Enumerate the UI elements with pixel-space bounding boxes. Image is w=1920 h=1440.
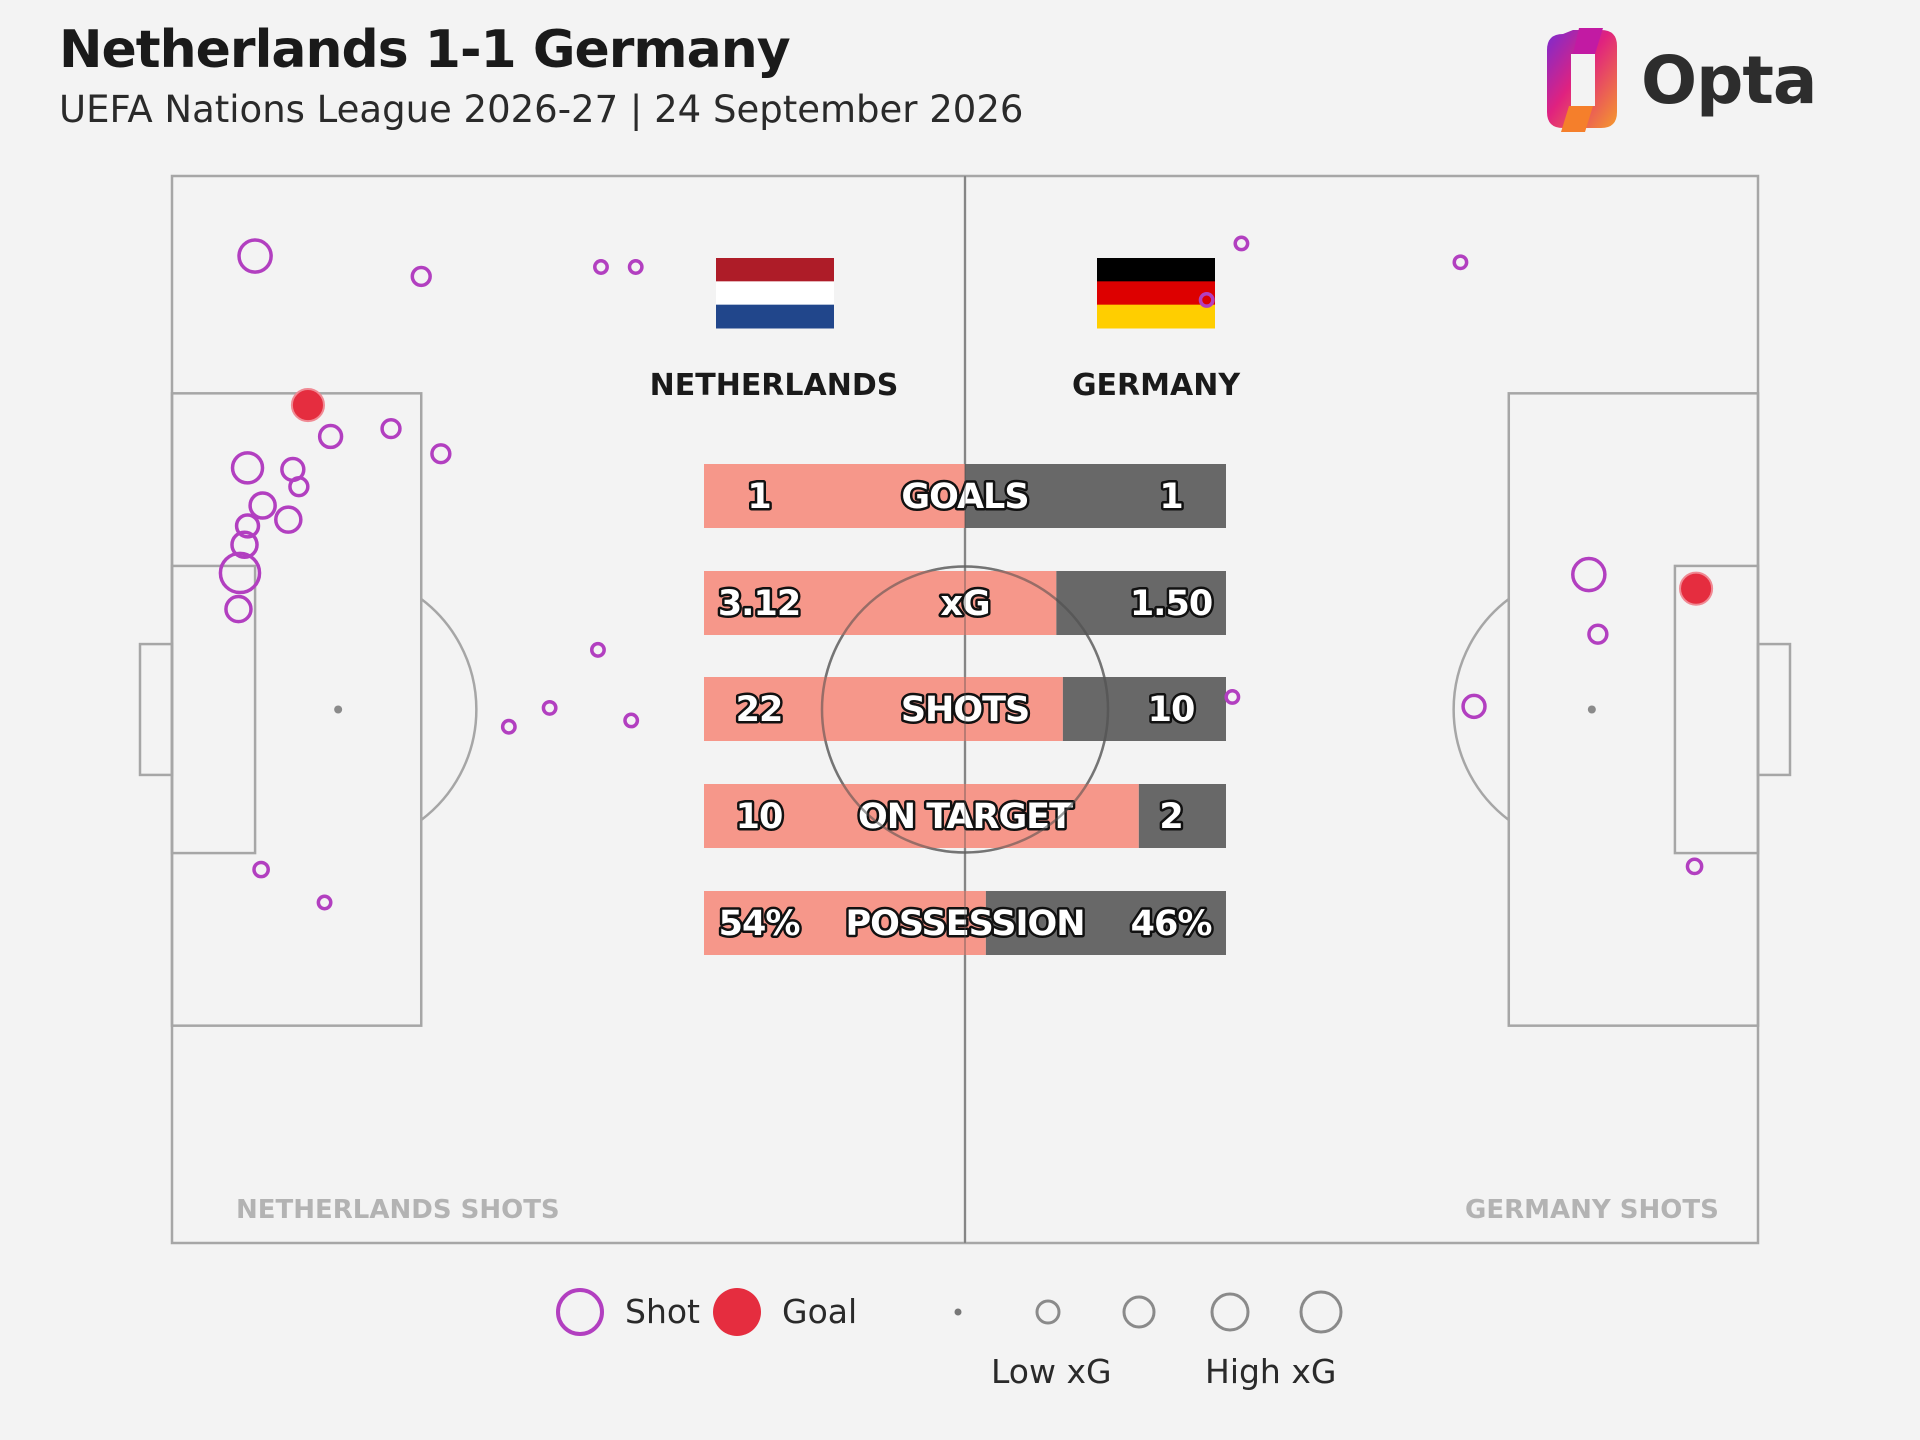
stat-bar-home-3 (704, 784, 1139, 848)
netherlands-shot-10 (288, 476, 310, 498)
netherlands-flag-stripe-3 (716, 304, 834, 329)
legend-size-1 (1035, 1299, 1061, 1325)
netherlands-shot-0 (237, 238, 273, 274)
stat-away-value-1: 1.50 (1130, 584, 1212, 624)
stat-home-value-2: 22 (736, 690, 783, 730)
netherlands-shot-21 (252, 860, 270, 879)
netherlands-shot-20 (541, 699, 558, 716)
germany-shot-1 (1198, 292, 1215, 308)
germany-shot-7 (1461, 693, 1487, 720)
opta-logo-text: Opta (1641, 42, 1817, 119)
stat-bar-home-1 (704, 571, 1057, 635)
stat-label-0: GOALS (901, 477, 1028, 517)
right-penalty-spot (1587, 705, 1596, 714)
netherlands-flag-stripe-2 (716, 281, 834, 306)
netherlands-shot-8 (230, 451, 265, 485)
left-six-yard-box (170, 564, 257, 855)
germany-goal-4 (1679, 571, 1714, 606)
netherlands-shot-11 (248, 491, 277, 520)
netherlands-shot-12 (274, 505, 303, 534)
stat-bar-away-4 (985, 891, 1226, 955)
stat-bar-away-2 (1062, 677, 1226, 741)
right-six-yard-box (1673, 564, 1760, 855)
legend-size-xs (954, 1308, 962, 1316)
netherlands-shot-2 (593, 259, 609, 275)
germany-shot-3 (1571, 556, 1607, 593)
stat-away-value-3: 2 (1159, 797, 1182, 837)
germany-shot-5 (1587, 623, 1609, 645)
stat-label-4: POSSESSION (845, 904, 1084, 944)
netherlands-shot-17 (590, 641, 606, 658)
stat-away-value-0: 1 (1159, 477, 1182, 517)
stat-bar-home-2 (704, 677, 1063, 741)
opta-logo-icon (1547, 28, 1617, 132)
left-goal (138, 642, 174, 777)
away-shots-label: GERMANY SHOTS (1465, 1195, 1719, 1225)
legend-high-xg-label: High xG (1205, 1352, 1337, 1391)
legend-size-3 (1210, 1292, 1250, 1332)
germany-shot-0 (1233, 235, 1250, 252)
stat-bar-home-0 (704, 464, 965, 528)
centre-circle-overlay (820, 565, 1110, 854)
netherlands-goal-4 (290, 388, 325, 423)
home-team-name: NETHERLANDS (649, 368, 899, 403)
germany-flag-stripe-3 (1097, 304, 1215, 329)
legend-shot-label: Shot (625, 1292, 700, 1331)
left-penalty-arc (420, 598, 478, 821)
left-penalty-area (170, 392, 423, 1027)
right-penalty-area (1507, 392, 1760, 1027)
opta-logo: Opta (1533, 28, 1817, 132)
netherlands-shot-5 (317, 423, 344, 450)
right-goal (1756, 642, 1792, 777)
left-penalty-spot (334, 705, 343, 714)
stat-bar-away-0 (965, 464, 1226, 528)
netherlands-shot-13 (234, 513, 261, 539)
germany-flag-stripe-2 (1097, 281, 1215, 306)
netherlands-shot-22 (316, 894, 333, 911)
stat-home-value-3: 10 (736, 797, 783, 837)
netherlands-shot-15 (218, 551, 262, 595)
legend-goal-marker (713, 1288, 761, 1336)
legend-size-4 (1299, 1290, 1343, 1334)
right-penalty-arc (1452, 598, 1510, 821)
stat-home-value-4: 54% (719, 904, 800, 944)
netherlands-shot-16 (224, 594, 253, 624)
stat-label-2: SHOTS (901, 690, 1029, 730)
legend-size-2 (1122, 1295, 1156, 1329)
legend-shot-marker (556, 1288, 604, 1336)
away-team-name: GERMANY (1071, 368, 1241, 403)
stat-away-value-4: 46% (1131, 904, 1212, 944)
netherlands-shot-19 (623, 712, 640, 729)
netherlands-shot-7 (430, 443, 452, 465)
netherlands-shot-14 (230, 530, 259, 560)
legend-low-xg-label: Low xG (991, 1352, 1112, 1391)
legend-goal-label: Goal (782, 1292, 858, 1331)
germany-shot-6 (1224, 688, 1241, 705)
netherlands-shot-6 (380, 417, 402, 440)
stat-home-value-1: 3.12 (718, 584, 800, 624)
stat-bar-away-3 (1138, 784, 1226, 848)
netherlands-flag-stripe-1 (716, 258, 834, 282)
stat-away-value-2: 10 (1148, 690, 1195, 730)
germany-shot-8 (1685, 857, 1704, 876)
germany-shot-2 (1452, 254, 1469, 271)
chart-subtitle: UEFA Nations League 2026-27 | 24 Septemb… (59, 88, 1024, 131)
netherlands-shot-18 (500, 718, 517, 735)
stat-bar-home-4 (704, 891, 986, 955)
stat-bar-away-1 (1056, 571, 1226, 635)
netherlands-shot-1 (410, 265, 432, 288)
stat-label-1: xG (940, 584, 989, 624)
netherlands-shot-3 (627, 259, 644, 275)
stat-home-value-0: 1 (747, 477, 770, 517)
germany-flag-stripe-1 (1097, 258, 1215, 282)
chart-title: Netherlands 1-1 Germany (59, 20, 791, 80)
home-shots-label: NETHERLANDS SHOTS (236, 1195, 560, 1225)
